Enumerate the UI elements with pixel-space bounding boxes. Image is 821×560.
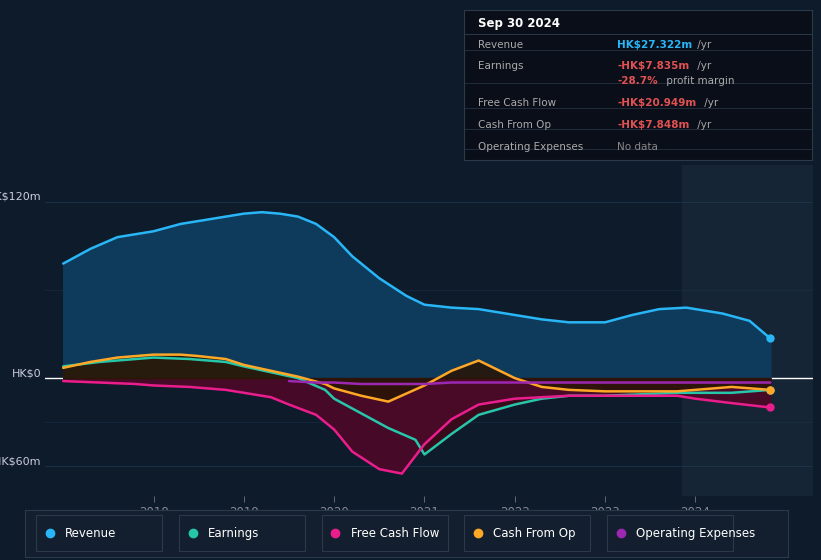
Text: Free Cash Flow: Free Cash Flow: [351, 527, 439, 540]
Bar: [682, 165, 813, 496]
Text: Sep 30 2024: Sep 30 2024: [478, 17, 560, 30]
FancyBboxPatch shape: [36, 515, 162, 552]
Text: Revenue: Revenue: [478, 40, 523, 49]
Text: /yr: /yr: [694, 40, 711, 49]
Text: -HK$60m: -HK$60m: [0, 456, 41, 466]
Text: HK$27.322m: HK$27.322m: [617, 40, 692, 49]
Text: /yr: /yr: [701, 98, 718, 108]
Text: -HK$20.949m: -HK$20.949m: [617, 98, 696, 108]
FancyBboxPatch shape: [608, 515, 733, 552]
Text: HK$120m: HK$120m: [0, 192, 41, 202]
Text: -HK$7.848m: -HK$7.848m: [617, 120, 690, 130]
Text: Cash From Op: Cash From Op: [493, 527, 576, 540]
Text: Cash From Op: Cash From Op: [478, 120, 551, 130]
Text: Operating Expenses: Operating Expenses: [636, 527, 755, 540]
Text: Earnings: Earnings: [478, 61, 523, 71]
Text: /yr: /yr: [694, 120, 711, 130]
Text: Revenue: Revenue: [65, 527, 117, 540]
Text: No data: No data: [617, 142, 658, 152]
Text: Free Cash Flow: Free Cash Flow: [478, 98, 556, 108]
FancyBboxPatch shape: [465, 515, 590, 552]
Text: /yr: /yr: [694, 61, 711, 71]
Text: -HK$7.835m: -HK$7.835m: [617, 61, 690, 71]
Text: Operating Expenses: Operating Expenses: [478, 142, 583, 152]
Text: -28.7%: -28.7%: [617, 76, 658, 86]
FancyBboxPatch shape: [179, 515, 305, 552]
FancyBboxPatch shape: [322, 515, 447, 552]
Text: HK$0: HK$0: [11, 368, 41, 378]
Text: Earnings: Earnings: [208, 527, 259, 540]
Text: profit margin: profit margin: [663, 76, 735, 86]
